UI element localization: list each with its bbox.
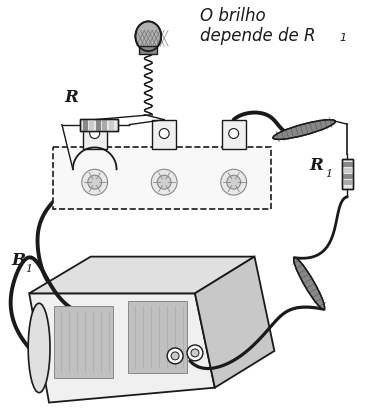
FancyBboxPatch shape xyxy=(109,119,114,131)
FancyBboxPatch shape xyxy=(83,119,88,131)
Circle shape xyxy=(191,349,199,357)
FancyBboxPatch shape xyxy=(53,148,271,209)
Text: depende de R: depende de R xyxy=(200,27,315,45)
FancyBboxPatch shape xyxy=(102,119,107,131)
Text: O brilho: O brilho xyxy=(200,7,266,25)
FancyBboxPatch shape xyxy=(139,47,157,55)
FancyBboxPatch shape xyxy=(54,306,112,378)
Text: R: R xyxy=(310,157,323,173)
Polygon shape xyxy=(29,257,255,294)
Polygon shape xyxy=(195,257,274,388)
FancyBboxPatch shape xyxy=(83,120,107,150)
Circle shape xyxy=(167,348,183,364)
FancyBboxPatch shape xyxy=(96,119,101,131)
FancyBboxPatch shape xyxy=(342,180,353,185)
Text: 1: 1 xyxy=(325,169,332,178)
Circle shape xyxy=(82,170,108,196)
Circle shape xyxy=(157,176,171,190)
FancyBboxPatch shape xyxy=(342,174,353,179)
Text: R: R xyxy=(64,88,78,105)
FancyBboxPatch shape xyxy=(89,119,94,131)
Circle shape xyxy=(187,345,203,361)
Circle shape xyxy=(221,170,247,196)
FancyBboxPatch shape xyxy=(152,120,176,150)
Ellipse shape xyxy=(28,304,50,393)
FancyBboxPatch shape xyxy=(342,159,353,189)
FancyBboxPatch shape xyxy=(128,301,187,373)
Ellipse shape xyxy=(273,121,336,140)
Circle shape xyxy=(227,176,241,190)
FancyBboxPatch shape xyxy=(80,119,117,131)
Text: 1: 1 xyxy=(25,263,32,273)
FancyBboxPatch shape xyxy=(342,169,353,173)
FancyBboxPatch shape xyxy=(222,120,245,150)
Text: 1: 1 xyxy=(340,33,347,43)
Circle shape xyxy=(151,170,177,196)
Ellipse shape xyxy=(135,22,161,52)
Circle shape xyxy=(159,129,169,139)
Polygon shape xyxy=(29,294,215,403)
FancyBboxPatch shape xyxy=(342,163,353,167)
Circle shape xyxy=(171,352,179,360)
Circle shape xyxy=(88,176,102,190)
Circle shape xyxy=(90,129,100,139)
Text: B: B xyxy=(11,251,25,268)
Ellipse shape xyxy=(294,258,325,310)
Circle shape xyxy=(229,129,239,139)
